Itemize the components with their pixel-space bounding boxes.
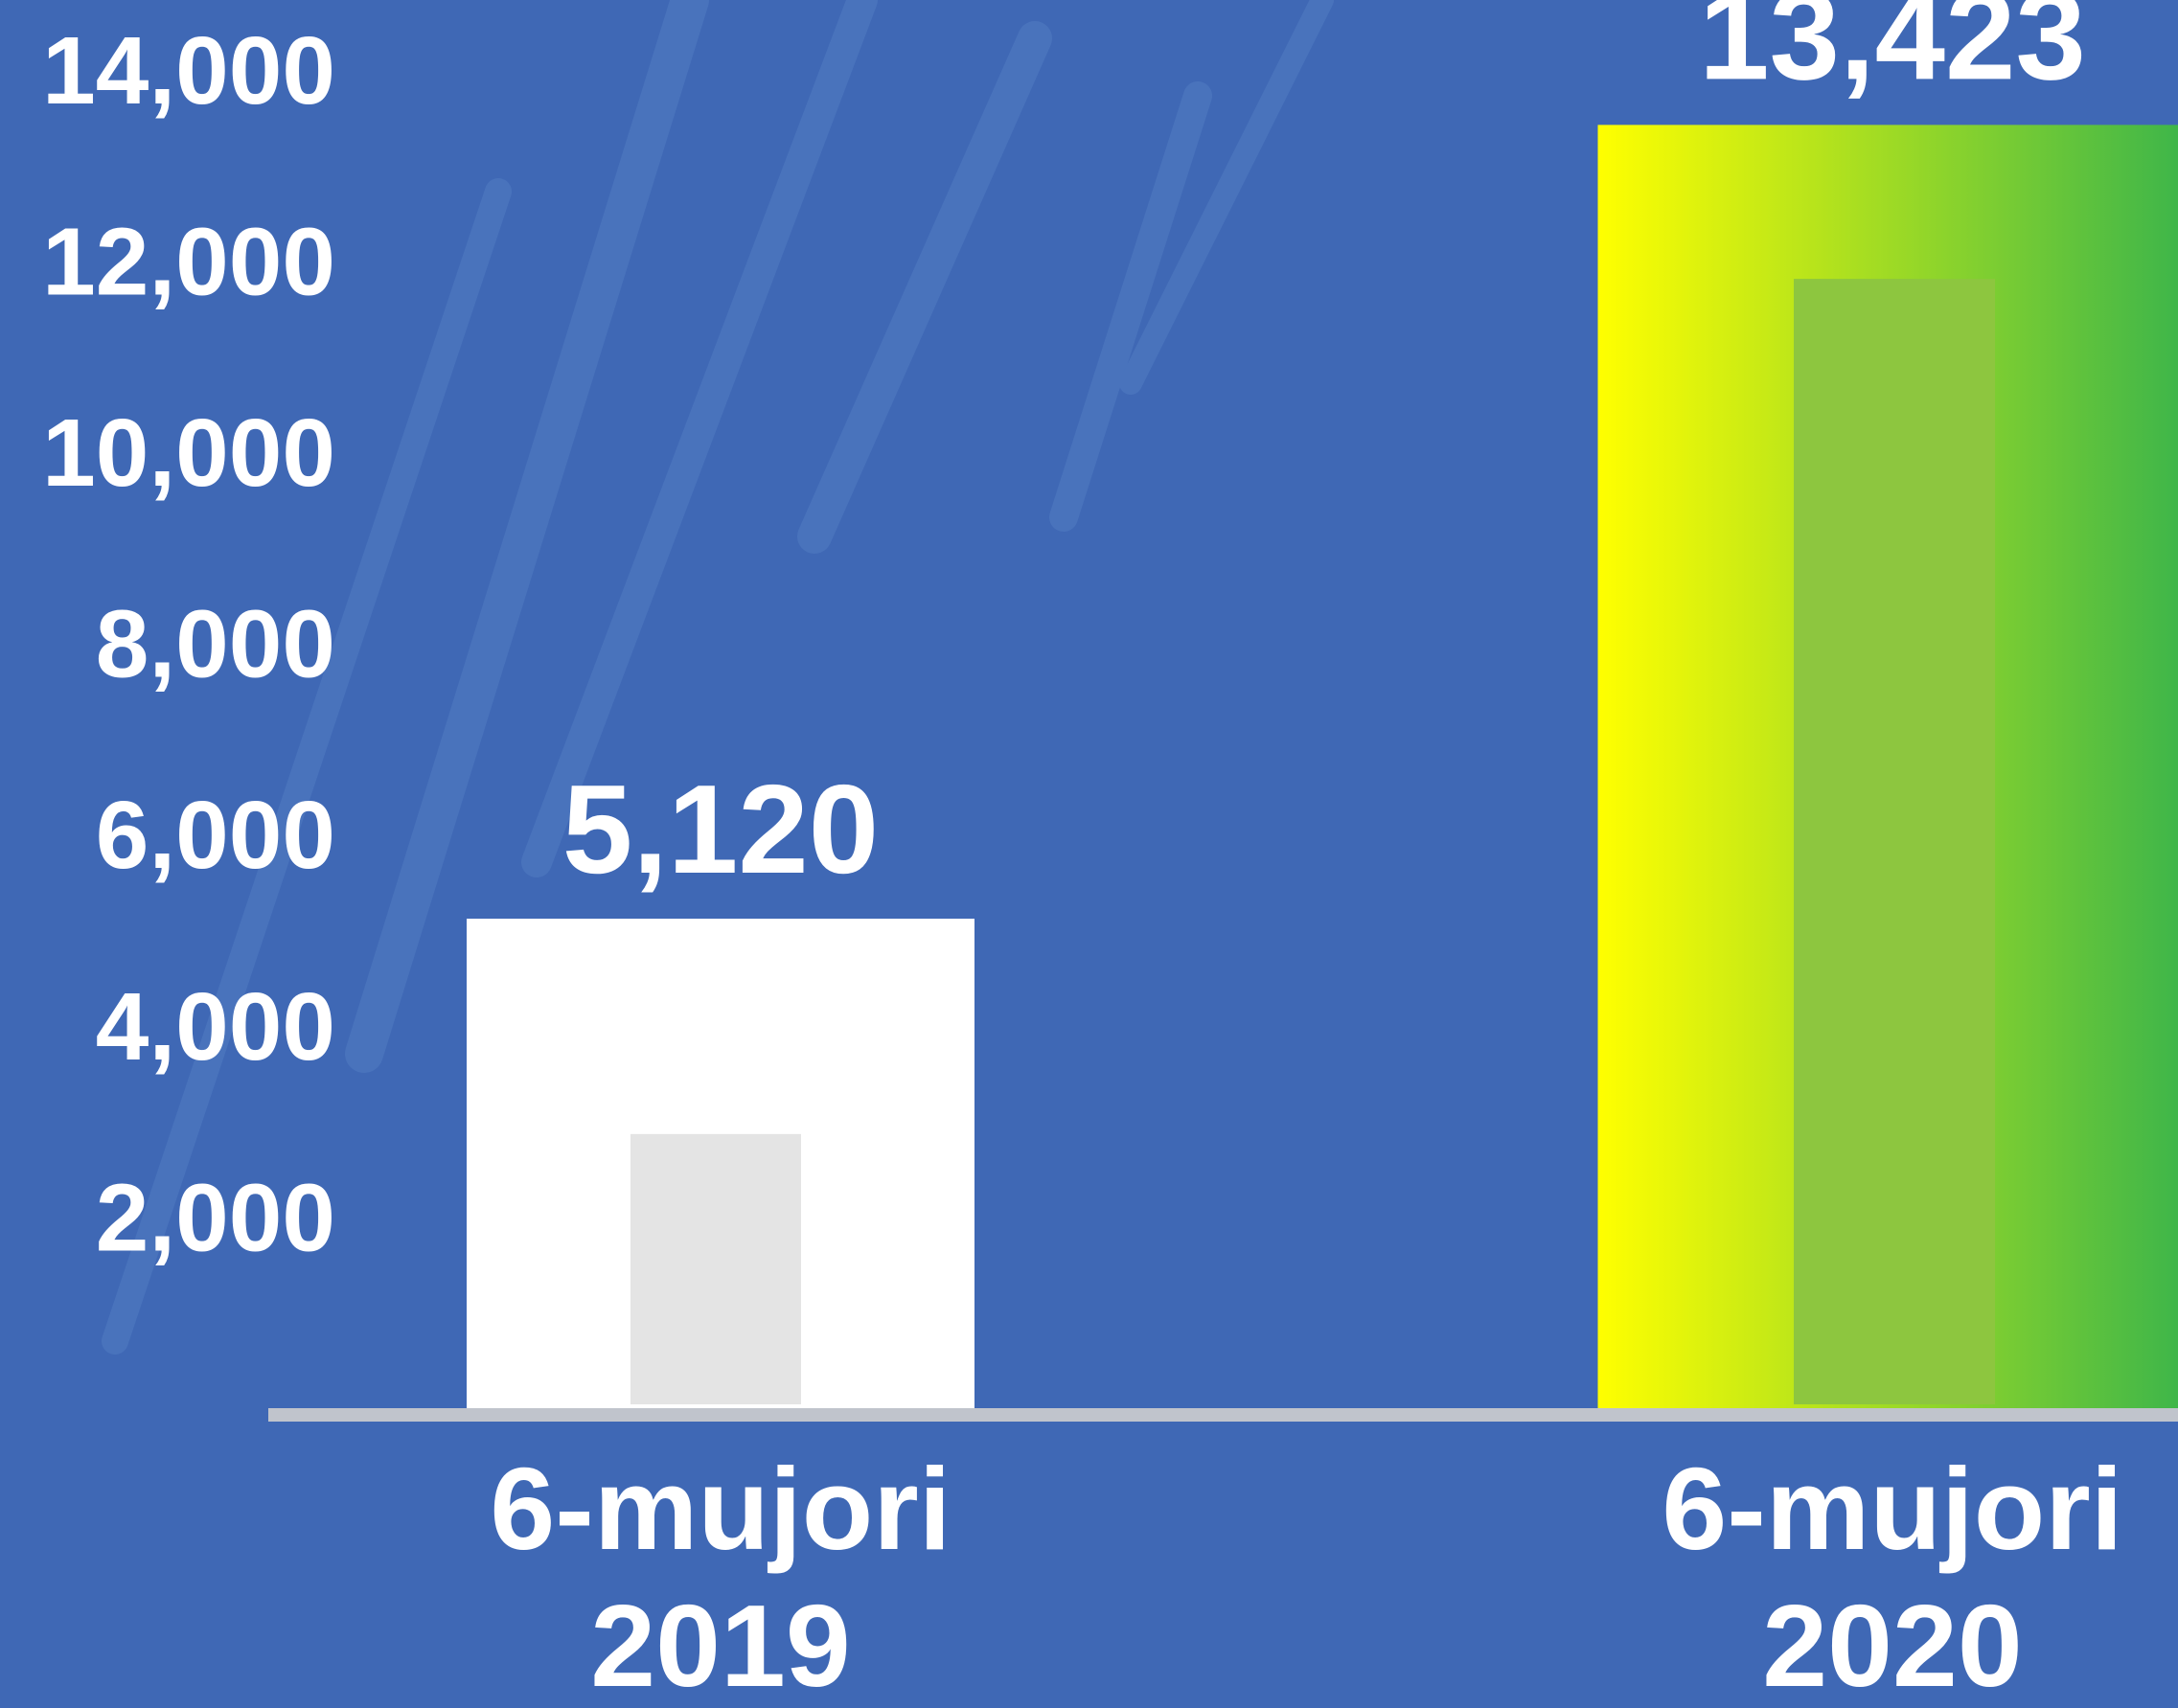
- y-tick-label: 4,000: [96, 973, 335, 1081]
- bar-2019-inner: [630, 1133, 801, 1404]
- x-category-label-line1: 6-mujori: [490, 1444, 951, 1574]
- y-tick-label: 14,000: [42, 17, 335, 125]
- bars-group: [467, 125, 2178, 1408]
- y-tick-label: 10,000: [42, 399, 335, 507]
- x-category-label-line2: 2020: [1762, 1581, 2022, 1708]
- x-category-label-line1: 6-mujori: [1662, 1444, 2122, 1574]
- y-tick-label: 6,000: [96, 782, 335, 889]
- background-streaks: [102, 0, 1334, 1355]
- y-tick-label: 12,000: [42, 208, 335, 315]
- y-tick-label: 8,000: [96, 591, 335, 698]
- x-category-label-line2: 2019: [590, 1581, 850, 1708]
- y-axis: 2,000 4,000 6,000 8,000 10,000 12,000 14,000: [42, 17, 335, 1272]
- value-labels-group: 5,120 13,423: [562, 0, 2086, 900]
- value-label-2019: 5,120: [562, 759, 879, 900]
- y-tick-label: 2,000: [96, 1164, 335, 1271]
- bar-2020-inner: [1794, 279, 1995, 1405]
- value-label-2020: 13,423: [1699, 0, 2086, 105]
